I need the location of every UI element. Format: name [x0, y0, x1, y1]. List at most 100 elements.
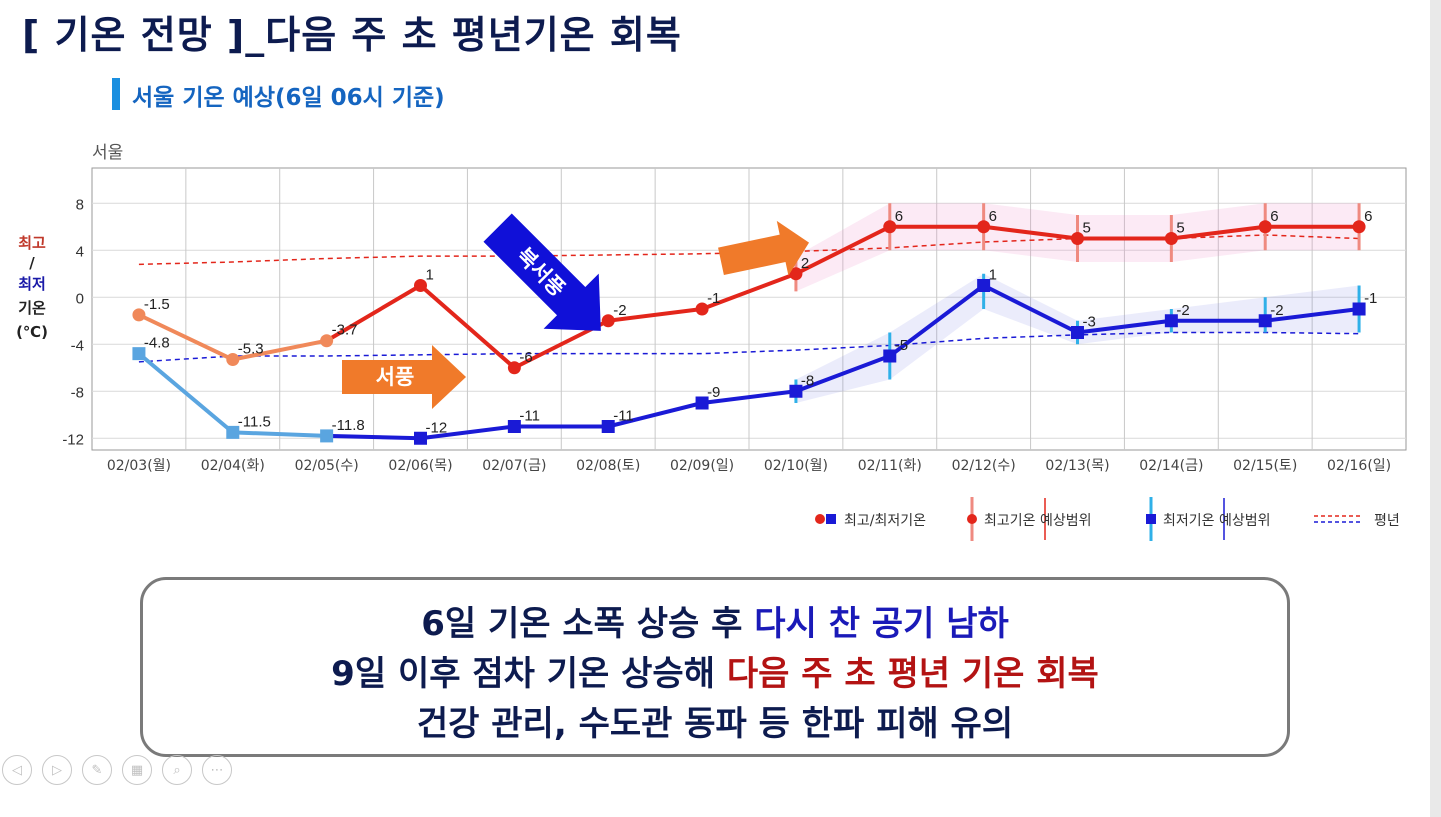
- max-value-label: 5: [1083, 220, 1091, 237]
- max-point: [695, 302, 709, 316]
- y-axis-label: 최고: [18, 234, 46, 252]
- window-edge: [1430, 0, 1441, 817]
- legend-max-range-marker: [967, 514, 977, 524]
- min-point: [977, 279, 991, 292]
- y-tick-label: 8: [76, 196, 84, 213]
- zoom-icon[interactable]: ⌕: [162, 755, 192, 785]
- max-point: [977, 220, 991, 234]
- min-point: [601, 420, 615, 433]
- min-value-label: -12: [426, 419, 448, 436]
- min-point: [883, 349, 897, 363]
- y-axis-label: 최저: [18, 275, 46, 293]
- y-tick-label: 0: [76, 290, 84, 307]
- max-point: [507, 361, 521, 375]
- y-axis-label: /: [29, 254, 35, 272]
- max-value-label: 6: [989, 208, 997, 225]
- min-value-label: -11: [613, 408, 634, 425]
- west-wind-label: 서풍: [376, 365, 415, 389]
- previous-icon[interactable]: ◁: [2, 755, 32, 785]
- northwest-wind-arrow: [483, 213, 601, 331]
- y-axis-label: 기온: [18, 299, 46, 317]
- x-tick-label: 02/03(월): [107, 458, 171, 474]
- max-point: [226, 353, 240, 367]
- x-tick-label: 02/13(목): [1045, 458, 1109, 474]
- page-title: [ 기온 전망 ]_다음 주 초 평년기온 회복: [22, 13, 682, 57]
- max-value-label: -3.7: [332, 322, 358, 339]
- min-value-label: -1: [1364, 290, 1377, 307]
- min-point: [1258, 314, 1272, 328]
- min-point: [1071, 326, 1084, 339]
- min-value-label: 1: [989, 267, 997, 284]
- legend-min-range-label: 최저기온 예상범위: [1163, 513, 1271, 529]
- x-tick-label: 02/06(목): [388, 458, 452, 474]
- summary-line-3: 건강 관리, 수도관 동파 등 한파 피해 유의: [416, 704, 1014, 744]
- summary-line-2-highlight: 다음 주 초 평년 기온 회복: [726, 654, 1099, 694]
- west-wind-arrow: [342, 345, 466, 409]
- summary-line-1-text: 6일 기온 소폭 상승 후: [421, 604, 755, 644]
- x-tick-label: 02/15(토): [1233, 458, 1297, 474]
- min-point: [226, 425, 240, 439]
- min-forecast-line: [326, 283, 1360, 441]
- x-tick-label: 02/12(수): [952, 458, 1016, 474]
- min-value-label: -9: [707, 384, 720, 401]
- pen-icon[interactable]: ✎: [82, 755, 112, 785]
- y-tick-label: -12: [62, 431, 84, 448]
- warming-arrow: [718, 220, 810, 276]
- max-point: [883, 220, 897, 234]
- x-tick-label: 02/10(월): [764, 458, 828, 474]
- y-tick-label: 4: [76, 243, 84, 260]
- region-label: 서울: [92, 143, 123, 163]
- x-tick-label: 02/11(화): [858, 458, 922, 474]
- max-value-label: -5.3: [238, 341, 264, 358]
- more-icon[interactable]: ⋯: [202, 755, 232, 785]
- max-point: [1164, 232, 1178, 245]
- max-point: [132, 308, 146, 322]
- x-tick-label: 02/07(금): [482, 458, 546, 474]
- x-tick-label: 02/08(토): [576, 458, 640, 474]
- max-point: [1258, 220, 1272, 234]
- legend-max-range-label: 최고기온 예상범위: [984, 513, 1092, 529]
- max-value-label: -1.5: [144, 296, 170, 313]
- min-value-label: -5: [895, 337, 908, 354]
- min-point: [1164, 314, 1178, 328]
- min-value-label: -8: [801, 372, 814, 389]
- max-value-label: 6: [1364, 208, 1372, 225]
- max-value-label: 6: [895, 208, 903, 225]
- subtitle-accent-bar: [112, 78, 120, 110]
- max-value-label: -6: [519, 349, 532, 366]
- max-value-label: 2: [801, 255, 809, 272]
- summary-line-2: 9일 이후 점차 기온 상승해 다음 주 초 평년 기온 회복: [143, 646, 1287, 695]
- summary-line-1: 6일 기온 소폭 상승 후 다시 찬 공기 남하: [143, 596, 1287, 645]
- summary-line-2-text: 9일 이후 점차 기온 상승해: [331, 654, 727, 694]
- min-value-label: -2: [1270, 302, 1283, 319]
- slideshow-controls: ◁ ▷ ✎ ▦ ⌕ ⋯: [2, 755, 232, 785]
- y-axis-label: (℃): [16, 323, 48, 341]
- legend-max-marker: [815, 514, 825, 524]
- max-point: [601, 314, 615, 328]
- min-point: [789, 384, 803, 398]
- summary-box: 6일 기온 소폭 상승 후 다시 찬 공기 남하 9일 이후 점차 기온 상승해…: [140, 577, 1290, 757]
- x-tick-label: 02/16(일): [1327, 458, 1391, 474]
- min-point: [1352, 302, 1366, 316]
- chart-subtitle: 서울 기온 예상(6일 06시 기준): [132, 85, 445, 111]
- max-value-label: 5: [1176, 220, 1184, 237]
- y-tick-label: -4: [71, 337, 84, 354]
- min-value-label: -11.5: [238, 413, 271, 430]
- next-icon[interactable]: ▷: [42, 755, 72, 785]
- warming-arrow-group: [718, 220, 810, 276]
- slides-icon[interactable]: ▦: [122, 755, 152, 785]
- min-value-label: -3: [1083, 314, 1096, 331]
- summary-line-1-highlight: 다시 찬 공기 남하: [754, 604, 1009, 644]
- max-point: [414, 279, 427, 292]
- legend-normal-label: 평년: [1374, 513, 1400, 529]
- y-tick-label: -8: [71, 384, 84, 401]
- max-point: [789, 267, 803, 281]
- legend-min-range-marker: [1146, 514, 1156, 524]
- min-value-label: -11: [519, 408, 540, 425]
- max-point: [320, 334, 334, 348]
- min-point: [132, 347, 146, 361]
- max-value-label: 1: [426, 267, 434, 284]
- min-value-label: -4.8: [144, 335, 170, 352]
- min-point: [414, 431, 427, 445]
